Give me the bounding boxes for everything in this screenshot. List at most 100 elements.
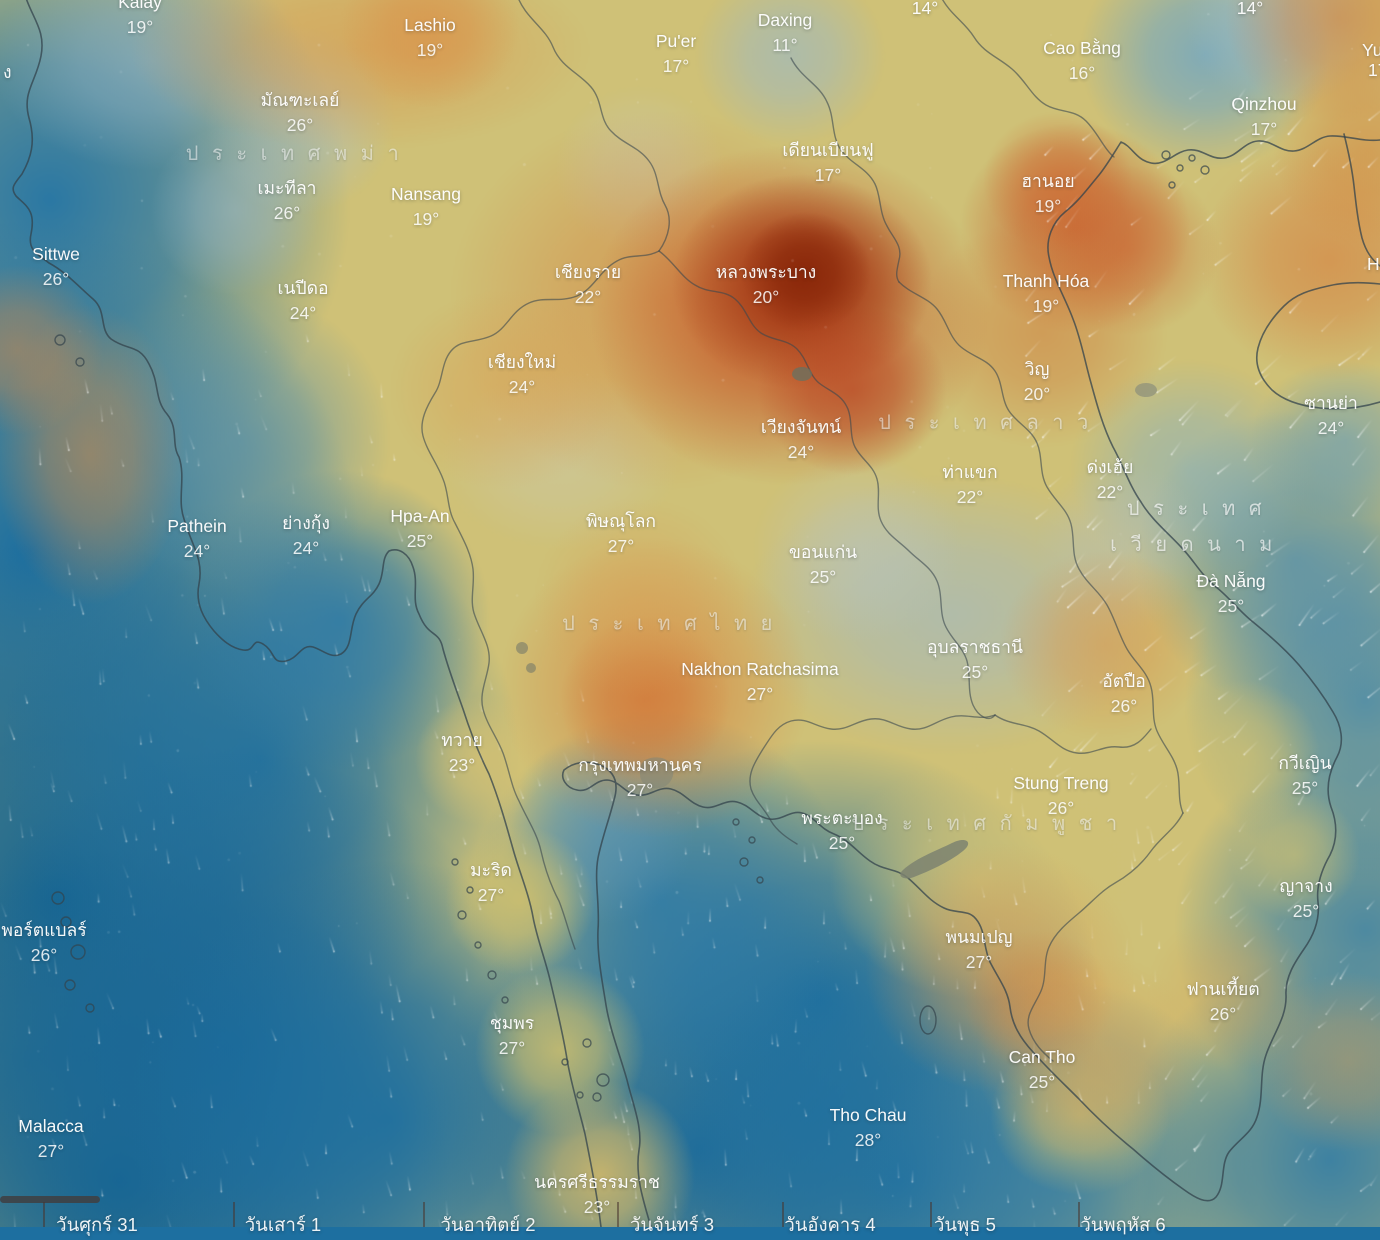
city-temperature: 19° bbox=[412, 209, 440, 229]
city-label-hpa-an[interactable]: Hpa-An 25° bbox=[390, 504, 449, 554]
city-label-bangkok[interactable]: กรุงเทพมหานคร 27° bbox=[578, 753, 702, 803]
city-label-sanya[interactable]: ซานย่า 24° bbox=[1304, 391, 1358, 441]
city-label-dawei[interactable]: ทวาย 23° bbox=[441, 728, 482, 778]
timeline-day-label[interactable]: วันเสาร์ 1 bbox=[244, 1214, 322, 1235]
reservoir-thailand-a bbox=[516, 642, 528, 654]
city-temperature: 27° bbox=[477, 885, 505, 905]
timeline-day-label[interactable]: วันอังคาร 4 bbox=[784, 1214, 876, 1235]
city-temperature: 26° bbox=[42, 269, 70, 289]
city-label-phnom-penh[interactable]: พนมเปญ 27° bbox=[945, 925, 1012, 975]
timeline-day-label[interactable]: วันจันทร์ 3 bbox=[629, 1214, 715, 1235]
city-label-nansang[interactable]: Nansang 19° bbox=[391, 182, 461, 232]
city-label-nha-trang[interactable]: ญาจาง 25° bbox=[1279, 874, 1332, 924]
city-label-chiang-rai[interactable]: เชียงราย 22° bbox=[555, 260, 621, 310]
city-label-sittwe[interactable]: Sittwe 26° bbox=[32, 242, 80, 292]
city-temperature: 19° bbox=[1032, 296, 1060, 316]
city-label-battambang[interactable]: พระตะบอง 25° bbox=[801, 806, 882, 856]
timeline-day-label[interactable]: วันพุธ 5 bbox=[934, 1214, 996, 1235]
city-temperature: 16° bbox=[1068, 63, 1096, 83]
city-label-dien-bien-phu[interactable]: เดียนเบียนฟู 17° bbox=[782, 138, 873, 188]
city-label-mandalay[interactable]: มัณฑะเลย์ 26° bbox=[261, 88, 340, 138]
city-temperature: 25° bbox=[828, 833, 856, 853]
city-label-puer[interactable]: Pu'er 17° bbox=[656, 29, 696, 79]
city-temperature: 26° bbox=[1209, 1004, 1237, 1024]
lakes-and-urban-areas bbox=[516, 367, 1157, 879]
timeline-tick bbox=[233, 1202, 235, 1227]
city-name: ชุมพร bbox=[489, 1013, 535, 1033]
city-label-nakhon-ratchasima[interactable]: Nakhon Ratchasima 27° bbox=[681, 657, 839, 707]
timeline-day-label[interactable]: วันอาทิตย์ 2 bbox=[440, 1214, 536, 1235]
city-label-vinh[interactable]: วิญ 20° bbox=[1024, 357, 1050, 407]
city-label-dong-hoi[interactable]: ด่งเฮ้ย 22° bbox=[1087, 455, 1134, 505]
city-label-thakhek[interactable]: ท่าแขก 22° bbox=[942, 460, 997, 510]
timeline-day-label[interactable]: วันศุกร์ 31 bbox=[56, 1214, 138, 1235]
city-label-kalay[interactable]: Kalay 19° bbox=[118, 0, 162, 40]
city-name: ทวาย bbox=[441, 730, 483, 750]
city-name: ท่าแขก bbox=[942, 462, 998, 482]
city-label-hanoi[interactable]: ฮานอย 19° bbox=[1021, 169, 1074, 219]
city-label-yangon[interactable]: ย่างกุ้ง 24° bbox=[282, 511, 330, 561]
city-label-port-blair[interactable]: พอร์ตแบลร์ 26° bbox=[1, 918, 86, 968]
city-name: พอร์ตแบลร์ bbox=[1, 920, 87, 940]
city-label-luang-prabang[interactable]: หลวงพระบาง 20° bbox=[716, 260, 816, 310]
city-label-vientiane[interactable]: เวียงจันทน์ 24° bbox=[761, 415, 841, 465]
city-label-phitsanulok[interactable]: พิษณุโลก 27° bbox=[586, 509, 656, 559]
city-label-quy-nhon[interactable]: กวีเญิน 25° bbox=[1278, 751, 1331, 801]
city-label-da-nang[interactable]: Đà Nẵng 25° bbox=[1196, 569, 1265, 619]
city-label-ubon-ratchathani[interactable]: อุบลราชธานี 25° bbox=[927, 635, 1023, 685]
city-name: เชียงใหม่ bbox=[487, 352, 557, 372]
timeline-tick bbox=[423, 1202, 425, 1227]
city-name: ด่งเฮ้ย bbox=[1086, 457, 1134, 477]
partial-label-edge-right-17: 17 bbox=[1368, 60, 1380, 80]
city-label-daxing[interactable]: Daxing 11° bbox=[758, 8, 812, 58]
city-temperature: 26° bbox=[30, 945, 58, 965]
city-label-chumphon[interactable]: ชุมพร 27° bbox=[490, 1011, 534, 1061]
coastline-leizhou bbox=[1343, 133, 1380, 267]
city-name: ฟานเที้ยต bbox=[1186, 979, 1260, 999]
city-label-thanh-hoa[interactable]: Thanh Hóa 19° bbox=[1003, 269, 1090, 319]
city-label-khon-kaen[interactable]: ขอนแก่น 25° bbox=[789, 540, 857, 590]
timeline-tick bbox=[43, 1202, 45, 1227]
city-name: เดียนเบียนฟู bbox=[782, 140, 874, 160]
city-name: Thanh Hóa bbox=[1002, 271, 1090, 291]
urban-bangkok bbox=[640, 757, 674, 789]
city-label-can-tho[interactable]: Can Tho 25° bbox=[1009, 1045, 1076, 1095]
city-label-myeik[interactable]: มะริด 27° bbox=[470, 858, 512, 908]
city-label-malacca[interactable]: Malacca 27° bbox=[18, 1114, 83, 1164]
timeline-progress-bar[interactable] bbox=[0, 1196, 100, 1203]
city-label-qinzhou[interactable]: Qinzhou 17° bbox=[1231, 92, 1296, 142]
city-temperature: 19° bbox=[126, 17, 154, 37]
timeline-day-label[interactable]: วันพฤหัส 6 bbox=[1080, 1214, 1166, 1235]
city-name: Cao Bằng bbox=[1043, 38, 1121, 58]
city-label-pathein[interactable]: Pathein 24° bbox=[167, 514, 226, 564]
city-label-phan-thiet[interactable]: ฟานเที้ยต 26° bbox=[1186, 977, 1259, 1027]
city-name: มะริด bbox=[470, 860, 512, 880]
reservoir-thailand-b bbox=[526, 663, 536, 673]
city-label-tho-chau[interactable]: Tho Chau 28° bbox=[830, 1103, 907, 1153]
lake-tonle-sap bbox=[900, 839, 969, 879]
country-border-paths bbox=[421, 0, 1184, 1062]
timeline[interactable]: วันศุกร์ 31 วันเสาร์ 1 วันอาทิตย์ 2 วันจันท… bbox=[0, 1190, 1380, 1235]
city-label-lashio[interactable]: Lashio 19° bbox=[404, 13, 456, 63]
city-label-chiang-mai[interactable]: เชียงใหม่ 24° bbox=[488, 350, 556, 400]
city-label-nakhon-si-thammarat[interactable]: นครศรีธรรมราช 23° bbox=[534, 1170, 660, 1220]
city-label-stung-treng[interactable]: Stung Treng 26° bbox=[1013, 771, 1108, 821]
city-name: นครศรีธรรมราช bbox=[534, 1172, 660, 1192]
city-temperature: 27° bbox=[607, 536, 635, 556]
city-temperature: 27° bbox=[746, 684, 774, 704]
timeline-tick bbox=[930, 1202, 932, 1227]
city-name: Lashio bbox=[404, 15, 456, 35]
city-temperature: 25° bbox=[809, 567, 837, 587]
city-temperature: 19° bbox=[1034, 196, 1062, 216]
city-label-naypyidaw[interactable]: เนปีดอ 24° bbox=[278, 276, 329, 326]
city-label-meiktila[interactable]: เมะทีลา 26° bbox=[257, 176, 316, 226]
city-name: Qinzhou bbox=[1231, 94, 1297, 114]
city-label-cao-bang[interactable]: Cao Bằng 16° bbox=[1043, 36, 1121, 86]
city-temperature: 25° bbox=[1291, 778, 1319, 798]
city-name: กวีเญิน bbox=[1278, 753, 1332, 773]
city-name: ญาจาง bbox=[1279, 876, 1333, 896]
city-name: Stung Treng bbox=[1013, 773, 1109, 793]
city-label-attapeu[interactable]: อัตปือ 26° bbox=[1102, 669, 1146, 719]
